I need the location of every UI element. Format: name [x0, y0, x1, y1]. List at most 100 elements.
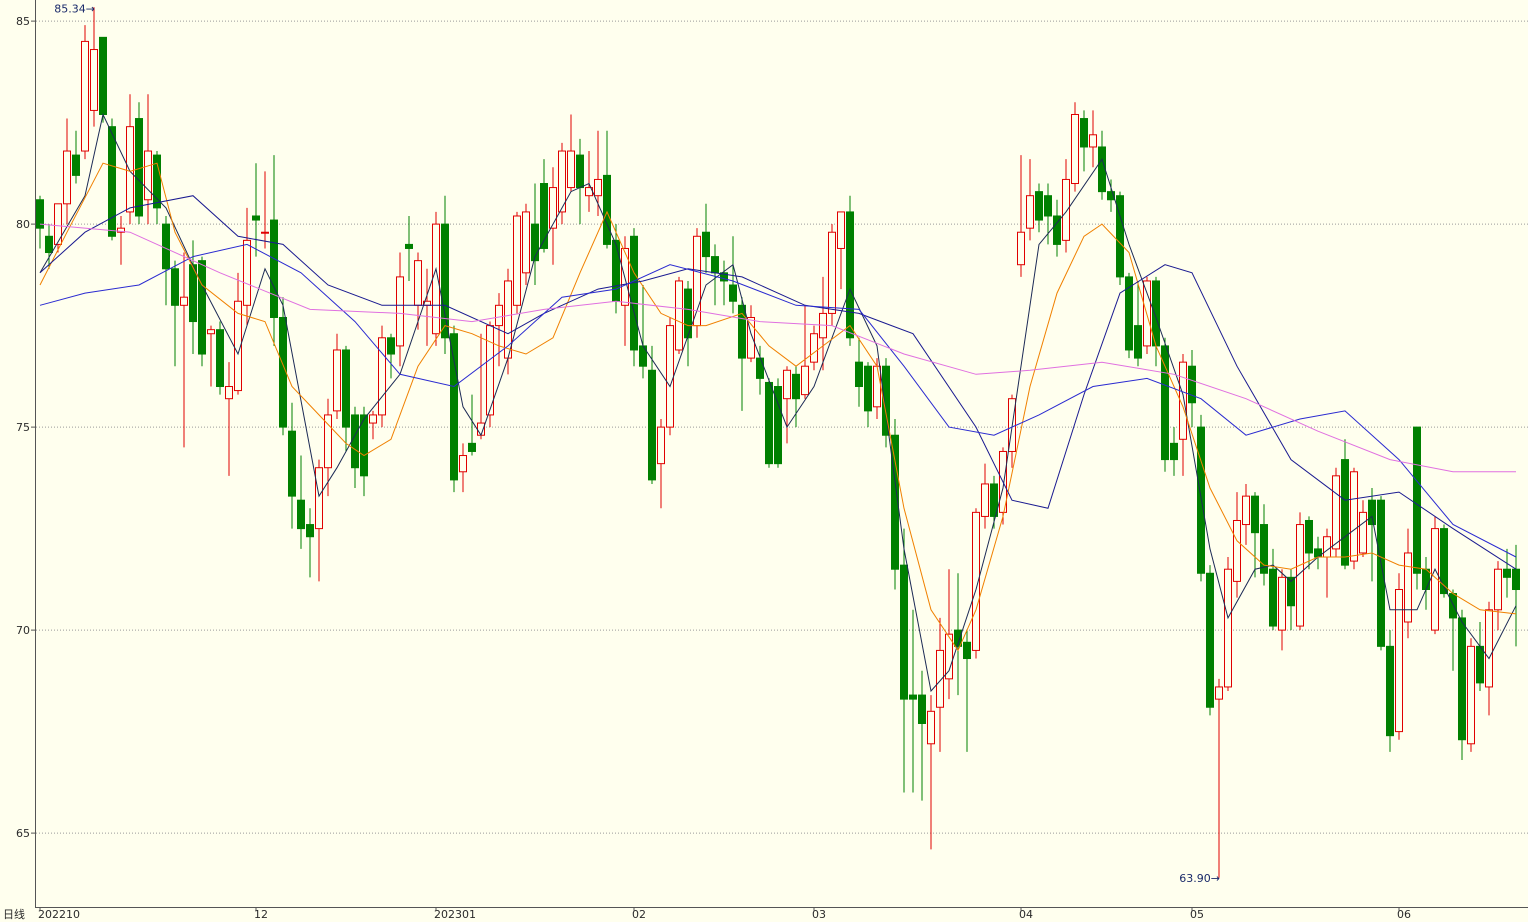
candle-body: [855, 361, 863, 388]
candle-body: [1404, 552, 1412, 623]
candle-body: [513, 215, 521, 306]
candle-body: [792, 373, 800, 400]
candle-body: [612, 239, 620, 302]
candle-body: [1170, 442, 1178, 461]
candle-body: [747, 316, 755, 359]
candle-body: [333, 349, 341, 412]
moving-average-line: [39, 162, 1517, 652]
candle-body: [576, 154, 584, 189]
candle-body: [531, 223, 539, 262]
candle-body: [1431, 528, 1439, 631]
candle-body: [918, 694, 926, 724]
candle-body: [711, 256, 719, 274]
candle-body: [1440, 528, 1448, 595]
y-tick-label: 70: [16, 624, 30, 637]
x-tick-label: 202210: [38, 908, 80, 921]
candle-body: [1494, 568, 1502, 611]
candle-body: [1260, 524, 1268, 574]
moving-average-line: [39, 195, 1517, 570]
candle-body: [288, 430, 296, 497]
candle-body: [1413, 426, 1421, 574]
candle-body: [1350, 471, 1358, 562]
candle-body: [1395, 589, 1403, 733]
candle-body: [1134, 325, 1142, 359]
candle-body: [1485, 609, 1493, 688]
candle-body: [1269, 568, 1277, 627]
candle-body: [693, 235, 701, 327]
candle-body: [1467, 645, 1475, 745]
candle-body: [1206, 572, 1214, 708]
candle-body: [369, 414, 377, 424]
candle-body: [1017, 231, 1025, 266]
candle-body: [216, 329, 224, 388]
x-tick-label: 02: [632, 908, 646, 921]
candle-body: [81, 40, 89, 152]
candle-body: [1386, 645, 1394, 737]
candle-body: [1035, 191, 1043, 221]
candle-body: [954, 629, 962, 647]
candle-body: [153, 154, 161, 209]
candle-body: [1323, 536, 1331, 558]
candle-body: [801, 365, 809, 396]
candle-body: [1359, 511, 1367, 554]
candle-body: [225, 386, 233, 400]
candle-body: [675, 280, 683, 351]
candle-body: [1296, 524, 1304, 627]
candle-body: [495, 304, 503, 327]
candle-body: [1161, 345, 1169, 461]
candle-body: [1098, 146, 1106, 193]
y-tick-label: 85: [16, 15, 30, 28]
candle-body: [1026, 195, 1034, 229]
candle-body: [540, 183, 548, 249]
candle-body: [1215, 686, 1223, 700]
candle-body: [882, 365, 890, 436]
candle-body: [1080, 118, 1088, 148]
candle-body: [342, 349, 350, 428]
candle-body: [1116, 195, 1124, 278]
candle-body: [594, 178, 602, 197]
candle-body: [945, 633, 953, 680]
candle-body: [1242, 495, 1250, 526]
candle-body: [1449, 593, 1457, 619]
y-tick-label: 65: [16, 827, 30, 840]
candle-body: [1332, 475, 1340, 550]
candle-body: [684, 288, 692, 339]
candle-body: [306, 524, 314, 538]
candle-body: [765, 381, 773, 465]
candle-body: [981, 483, 989, 517]
candle-body: [522, 211, 530, 274]
candle-body: [1233, 519, 1241, 582]
candle-body: [450, 333, 458, 481]
candle-body: [1044, 195, 1052, 217]
candle-body: [1053, 215, 1061, 245]
candle-body: [603, 174, 611, 245]
candle-body: [36, 199, 44, 229]
candle-body: [567, 150, 575, 189]
candle-body: [936, 649, 944, 708]
candle-body: [648, 369, 656, 481]
candle-body: [270, 219, 278, 318]
candle-body: [396, 276, 404, 347]
x-tick-label: 06: [1397, 908, 1411, 921]
candle-body: [783, 369, 791, 400]
candle-body: [1377, 499, 1385, 647]
x-tick-label: 05: [1190, 908, 1204, 921]
extreme-label: 85.34→: [54, 2, 95, 15]
candle-body: [243, 239, 251, 306]
moving-average-line: [39, 243, 1517, 558]
candle-body: [459, 455, 467, 473]
period-label: 日线: [3, 907, 25, 921]
candle-body: [909, 694, 917, 700]
candle-body: [108, 126, 116, 237]
candle-body: [972, 511, 980, 651]
candle-body: [1512, 568, 1520, 591]
candle-body: [666, 325, 674, 428]
candle-body: [99, 36, 107, 115]
candle-body: [162, 223, 170, 270]
candle-body: [864, 365, 872, 412]
candle-body: [234, 300, 242, 392]
candle-body: [846, 211, 854, 339]
candle-body: [378, 337, 386, 416]
